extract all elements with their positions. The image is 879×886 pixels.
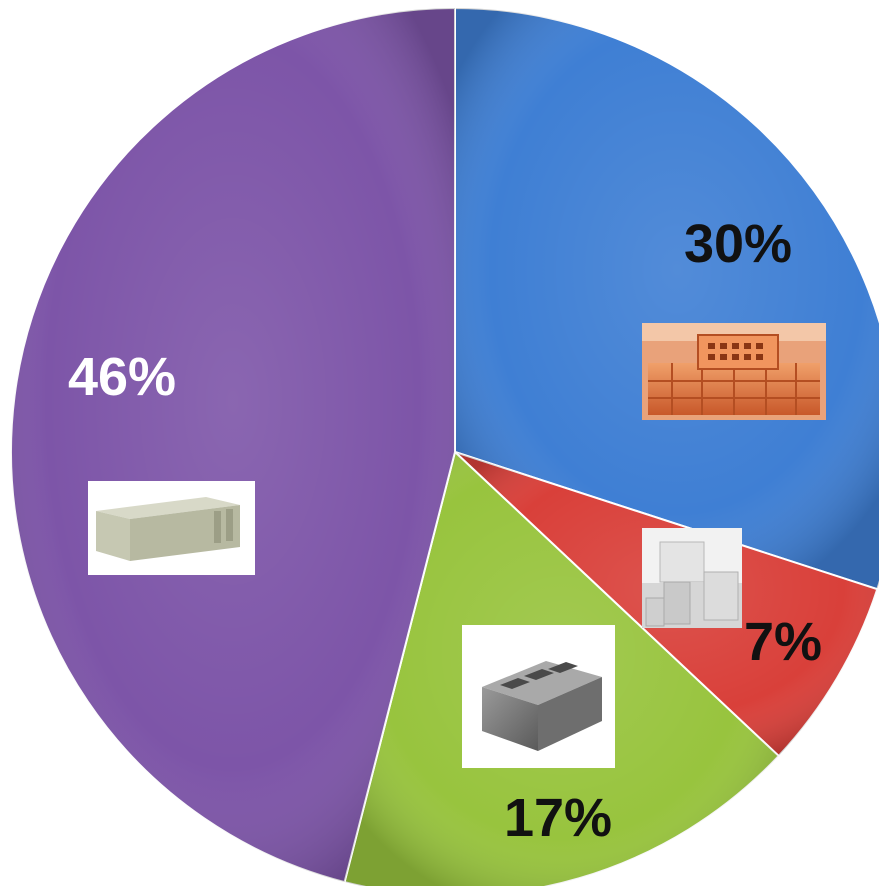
slice-label-46pct: 46% (68, 347, 176, 407)
slice-label-7pct: 7% (744, 612, 822, 672)
pie-slice-shading (11, 8, 456, 883)
brick-stack-icon (642, 323, 826, 420)
slice-label-30pct: 30% (684, 214, 792, 274)
labels-layer: 30% 7% 17% 46% (68, 214, 822, 848)
pie-slice-shading (455, 8, 879, 590)
slice-label-17pct: 17% (504, 788, 612, 848)
aerated-block-icon (88, 481, 255, 575)
cinder-block-icon (462, 625, 615, 768)
slices-layer (10, 6, 879, 886)
gas-block-icon (642, 528, 742, 628)
